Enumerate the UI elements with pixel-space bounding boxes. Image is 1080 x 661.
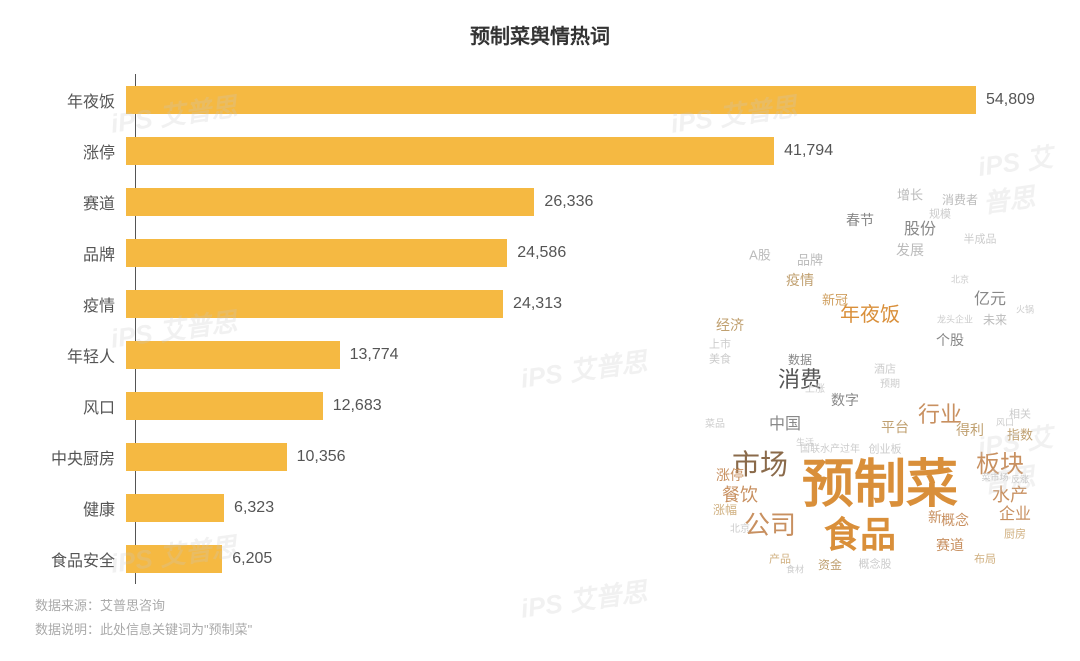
bar-row: 中央厨房10,356: [30, 431, 1050, 482]
bar-row: 年夜饭54,809: [30, 74, 1050, 125]
bar-label: 疫情: [30, 292, 125, 316]
bar-fill: 13,774: [126, 341, 340, 369]
bar-fill: 24,313: [126, 290, 503, 318]
bar-row: 年轻人13,774: [30, 329, 1050, 380]
bar-fill: 26,336: [126, 188, 534, 216]
bar-fill: 24,586: [126, 239, 507, 267]
bar-fill: 41,794: [126, 137, 774, 165]
bar-track: 54,809: [126, 86, 1050, 114]
bar-value: 24,586: [517, 244, 566, 262]
bar-row: 风口12,683: [30, 380, 1050, 431]
bar-chart: 年夜饭54,809涨停41,794赛道26,336品牌24,586疫情24,31…: [30, 74, 1050, 584]
bar-track: 24,586: [126, 239, 1050, 267]
bar-track: 10,356: [126, 443, 1050, 471]
bar-label: 风口: [30, 394, 125, 418]
footer-note: 数据说明：此处信息关键词为"预制菜": [35, 618, 252, 641]
bar-value: 13,774: [350, 346, 399, 364]
bar-row: 健康6,323: [30, 482, 1050, 533]
bar-row: 品牌24,586: [30, 227, 1050, 278]
chart-container: 预制菜舆情热词 年夜饭54,809涨停41,794赛道26,336品牌24,58…: [0, 0, 1080, 661]
bar-fill: 10,356: [126, 443, 287, 471]
bar-value: 41,794: [784, 142, 833, 160]
bar-value: 54,809: [986, 91, 1035, 109]
bar-track: 41,794: [126, 137, 1050, 165]
bar-value: 10,356: [297, 448, 346, 466]
bar-row: 食品安全6,205: [30, 533, 1050, 584]
bar-label: 中央厨房: [30, 445, 125, 469]
bar-track: 12,683: [126, 392, 1050, 420]
bar-track: 6,205: [126, 545, 1050, 573]
bar-track: 13,774: [126, 341, 1050, 369]
bar-label: 涨停: [30, 139, 125, 163]
bar-row: 赛道26,336: [30, 176, 1050, 227]
bar-track: 24,313: [126, 290, 1050, 318]
bar-value: 12,683: [333, 397, 382, 415]
bar-label: 年夜饭: [30, 88, 125, 112]
footer-source: 数据来源：艾普思咨询: [35, 594, 252, 617]
footer: 数据来源：艾普思咨询 数据说明：此处信息关键词为"预制菜": [35, 594, 252, 641]
bar-label: 品牌: [30, 241, 125, 265]
bar-fill: 6,323: [126, 494, 224, 522]
bar-label: 健康: [30, 496, 125, 520]
chart-title: 预制菜舆情热词: [30, 20, 1050, 49]
bar-row: 涨停41,794: [30, 125, 1050, 176]
bar-fill: 12,683: [126, 392, 323, 420]
bar-label: 赛道: [30, 190, 125, 214]
bar-track: 6,323: [126, 494, 1050, 522]
bar-track: 26,336: [126, 188, 1050, 216]
bar-fill: 54,809: [126, 86, 976, 114]
bar-label: 食品安全: [30, 547, 125, 571]
bar-value: 24,313: [513, 295, 562, 313]
bar-fill: 6,205: [126, 545, 222, 573]
bar-label: 年轻人: [30, 343, 125, 367]
bar-value: 6,205: [232, 550, 272, 568]
bar-row: 疫情24,313: [30, 278, 1050, 329]
bar-value: 6,323: [234, 499, 274, 517]
bar-value: 26,336: [544, 193, 593, 211]
